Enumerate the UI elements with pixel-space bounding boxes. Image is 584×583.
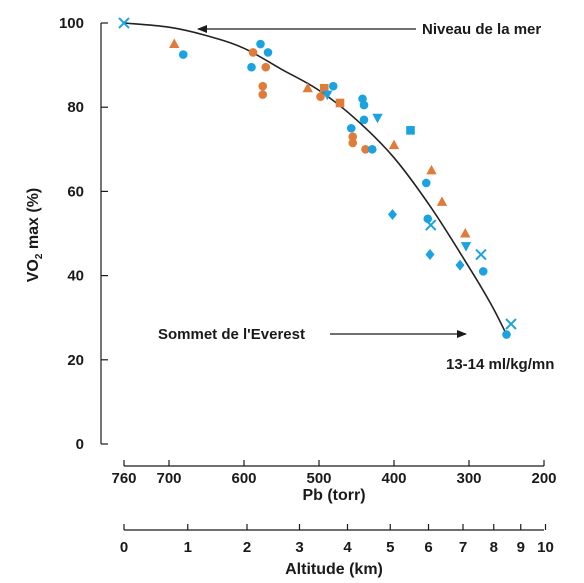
x-tick-label: 400 bbox=[381, 470, 406, 487]
data-point-orange-circle bbox=[248, 48, 258, 57]
y-tick-label: 0 bbox=[76, 436, 84, 453]
data-point-blue-triangle-down bbox=[372, 113, 383, 124]
data-point-blue-diamond bbox=[388, 209, 397, 221]
data-point-blue-x bbox=[118, 17, 130, 29]
data-point-blue-diamond bbox=[425, 249, 435, 261]
data-point-blue-circle bbox=[247, 62, 256, 72]
y-tick-label: 60 bbox=[67, 183, 84, 200]
data-point-orange-square bbox=[335, 98, 345, 108]
data-point-blue-triangle-down bbox=[460, 242, 472, 252]
data-point-orange-triangle bbox=[388, 139, 400, 150]
data-point-orange-triangle bbox=[302, 82, 313, 93]
data-point-orange-triangle bbox=[436, 196, 448, 206]
x2-tick-label: 4 bbox=[343, 539, 352, 556]
everest-value-label: 13-14 ml/kg/mn bbox=[446, 356, 554, 373]
data-point-blue-diamond bbox=[455, 259, 465, 271]
x2-tick-label: 0 bbox=[120, 539, 128, 556]
y-axis-title-sub: 2 bbox=[34, 253, 45, 259]
data-point-orange-triangle bbox=[426, 164, 437, 175]
x-tick-label: 760 bbox=[111, 470, 136, 487]
x2-axis-title: Altitude (km) bbox=[285, 561, 383, 578]
x2-tick-label: 10 bbox=[537, 539, 554, 556]
data-point-blue-circle bbox=[346, 123, 356, 133]
data-point-blue-circle bbox=[328, 81, 338, 91]
y-tick-label: 100 bbox=[59, 15, 84, 32]
x-tick-label: 200 bbox=[531, 470, 556, 487]
data-point-blue-circle bbox=[263, 48, 273, 57]
y-tick-label: 40 bbox=[67, 268, 84, 285]
data-point-blue-circle bbox=[358, 94, 367, 104]
y-ticks: 0 20 40 60 80 100 bbox=[59, 15, 108, 453]
data-point-blue-x bbox=[475, 248, 487, 261]
data-point-orange-circle bbox=[348, 132, 358, 141]
x-tick-label: 300 bbox=[456, 470, 481, 487]
x-ticks: 760 700 600 500 400 300 200 bbox=[111, 460, 557, 487]
x-tick-label: 500 bbox=[306, 470, 331, 487]
x2-tick-label: 6 bbox=[424, 539, 432, 556]
x2-tick-label: 2 bbox=[243, 539, 251, 556]
data-point-orange-circle bbox=[258, 90, 268, 99]
y-tick-label: 80 bbox=[67, 99, 84, 116]
y-axis-title: VO2 max (%) bbox=[25, 188, 45, 282]
data-points bbox=[118, 17, 517, 339]
fit-curve bbox=[123, 22, 508, 335]
data-point-orange-triangle bbox=[169, 38, 180, 49]
data-point-blue-x bbox=[425, 219, 437, 231]
data-point-orange-triangle bbox=[460, 228, 471, 238]
y-axis-title-rest: max (%) bbox=[25, 188, 42, 254]
data-point-blue-circle bbox=[502, 330, 511, 339]
sea-level-label: Niveau de la mer bbox=[422, 21, 541, 38]
x-tick-label: 600 bbox=[231, 470, 256, 487]
x2-tick-label: 1 bbox=[184, 539, 192, 556]
x2-tick-label: 8 bbox=[490, 539, 498, 556]
data-point-orange-circle bbox=[258, 81, 268, 91]
data-point-blue-triangle-down bbox=[322, 90, 333, 101]
data-point-blue-circle bbox=[421, 178, 431, 188]
everest-label: Sommet de l'Everest bbox=[158, 326, 305, 343]
y-axis-title-main: VO bbox=[25, 259, 42, 282]
data-point-blue-circle bbox=[367, 145, 377, 154]
x2-tick-label: 3 bbox=[295, 539, 303, 556]
data-point-orange-circle bbox=[361, 145, 370, 154]
data-point-blue-square bbox=[406, 126, 415, 135]
x2-tick-label: 9 bbox=[517, 539, 525, 556]
axes bbox=[100, 23, 544, 531]
x2-ticks: 0 1 2 3 4 5 6 7 8 9 10 bbox=[120, 524, 554, 556]
data-point-blue-circle bbox=[359, 115, 369, 125]
x-axis-title: Pb (torr) bbox=[302, 487, 365, 504]
data-point-blue-circle bbox=[178, 50, 188, 59]
x2-tick-label: 5 bbox=[386, 539, 394, 556]
data-point-orange-square bbox=[319, 83, 329, 93]
data-point-blue-circle bbox=[256, 39, 265, 49]
x-tick-label: 700 bbox=[156, 470, 181, 487]
x2-tick-label: 7 bbox=[459, 539, 467, 556]
data-point-orange-circle bbox=[316, 92, 325, 101]
data-point-orange-circle bbox=[261, 62, 271, 72]
data-point-orange-circle bbox=[348, 138, 358, 148]
data-point-blue-x bbox=[505, 318, 517, 330]
data-point-blue-circle bbox=[478, 267, 488, 276]
y-tick-label: 20 bbox=[67, 352, 84, 369]
